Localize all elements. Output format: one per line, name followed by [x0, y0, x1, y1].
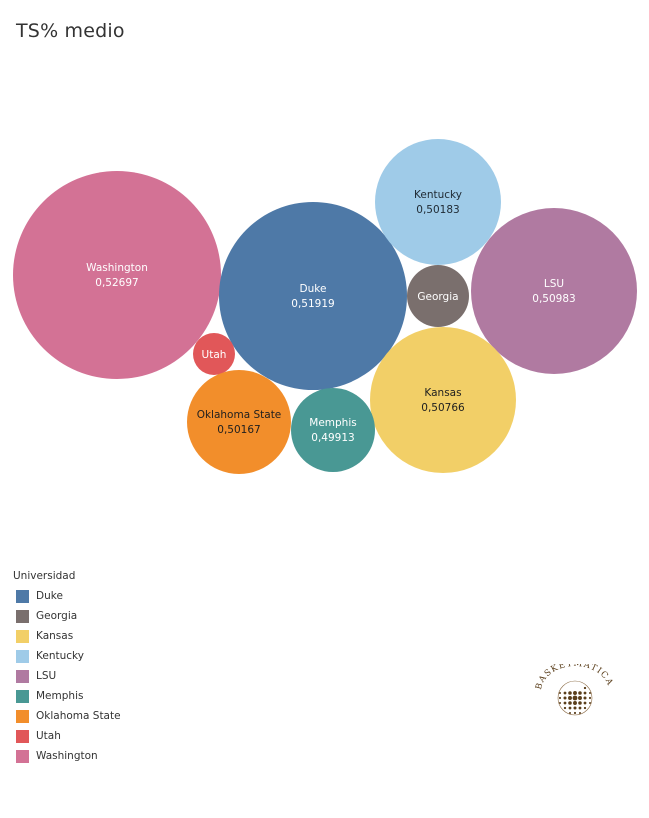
bubble-name-label: Georgia	[417, 291, 458, 303]
basketmatica-logo: BASKETMÁTICA	[534, 658, 615, 724]
bubble-circle[interactable]	[291, 388, 375, 472]
bubble-value-label: 0,50167	[217, 424, 260, 436]
bubble-georgia[interactable]: Georgia	[407, 265, 469, 327]
bubble-circle[interactable]	[407, 265, 469, 327]
legend: Universidad Duke Georgia Kansas Kentucky LSU…	[13, 570, 121, 766]
bubble-utah[interactable]: Utah	[193, 333, 235, 375]
bubble-circle[interactable]	[471, 208, 637, 374]
legend-swatch	[16, 649, 29, 663]
bubble-circle[interactable]	[187, 370, 291, 474]
legend-item-memphis[interactable]: Memphis	[13, 686, 121, 706]
legend-swatch	[16, 629, 29, 643]
bubble-washington[interactable]: Washington 0,52697	[13, 171, 221, 379]
svg-text:BASKETMÁTICA: BASKETMÁTICA	[535, 664, 615, 691]
bubble-duke[interactable]: Duke 0,51919	[219, 202, 407, 390]
bubble-name-label: Kansas	[424, 387, 461, 399]
legend-items: Duke Georgia Kansas Kentucky LSU Memphis Oklah…	[13, 586, 121, 766]
bubble-value-label: 0,50983	[532, 293, 575, 305]
legend-item-kentucky[interactable]: Kentucky	[13, 646, 121, 666]
bubble-value-label: 0,50183	[416, 204, 459, 216]
legend-swatch	[16, 749, 29, 763]
bubble-memphis[interactable]: Memphis 0,49913	[291, 388, 375, 472]
bubble-name-label: Kentucky	[414, 189, 462, 201]
legend-label: LSU	[36, 670, 57, 682]
legend-item-lsu[interactable]: LSU	[13, 666, 121, 686]
bubble-kentucky[interactable]: Kentucky 0,50183	[375, 139, 501, 265]
bubble-circle[interactable]	[13, 171, 221, 379]
bubble-name-label: Oklahoma State	[197, 409, 282, 421]
basketball-logo-icon: BASKETMÁTICA	[534, 658, 615, 716]
legend-swatch	[16, 709, 29, 723]
bubble-name-label: Duke	[300, 283, 327, 295]
bubble-oklahoma-state[interactable]: Oklahoma State 0,50167	[187, 370, 291, 474]
bubble-value-label: 0,50766	[421, 402, 465, 414]
bubble-value-label: 0,49913	[311, 432, 354, 444]
legend-label: Kansas	[36, 630, 74, 642]
legend-swatch	[16, 689, 29, 703]
legend-title: Universidad	[13, 570, 76, 582]
chart-title: TS% medio	[16, 20, 125, 42]
bubble-circle[interactable]	[219, 202, 407, 390]
bubble-lsu[interactable]: LSU 0,50983	[471, 208, 637, 374]
legend-swatch	[16, 609, 29, 623]
legend-item-utah[interactable]: Utah	[13, 726, 121, 746]
bubble-chart: Washington 0,52697 Duke 0,51919 Kentucky 0,50…	[13, 139, 637, 474]
legend-swatch	[16, 669, 29, 683]
legend-swatch	[16, 589, 29, 603]
bubble-name-label: Washington	[86, 262, 148, 274]
bubble-kansas[interactable]: Kansas 0,50766	[370, 327, 516, 473]
legend-label: Memphis	[36, 690, 84, 702]
bubble-name-label: LSU	[544, 278, 564, 290]
bubble-value-label: 0,52697	[95, 277, 138, 289]
legend-label: Utah	[36, 730, 61, 742]
legend-item-duke[interactable]: Duke	[13, 586, 121, 606]
legend-item-georgia[interactable]: Georgia	[13, 606, 121, 626]
legend-label: Kentucky	[36, 650, 84, 662]
bubble-name-label: Utah	[202, 349, 227, 361]
bubble-value-label: 0,51919	[291, 298, 334, 310]
legend-label: Oklahoma State	[36, 710, 121, 722]
bubble-circle[interactable]	[193, 333, 235, 375]
bubble-circle[interactable]	[375, 139, 501, 265]
legend-item-washington[interactable]: Washington	[13, 746, 121, 766]
bubble-name-label: Memphis	[309, 417, 356, 429]
legend-item-kansas[interactable]: Kansas	[13, 626, 121, 646]
legend-label: Washington	[36, 750, 98, 762]
legend-label: Duke	[36, 590, 63, 602]
legend-label: Georgia	[36, 610, 78, 622]
legend-item-oklahoma-state[interactable]: Oklahoma State	[13, 706, 121, 726]
legend-swatch	[16, 729, 29, 743]
bubble-circle[interactable]	[370, 327, 516, 473]
